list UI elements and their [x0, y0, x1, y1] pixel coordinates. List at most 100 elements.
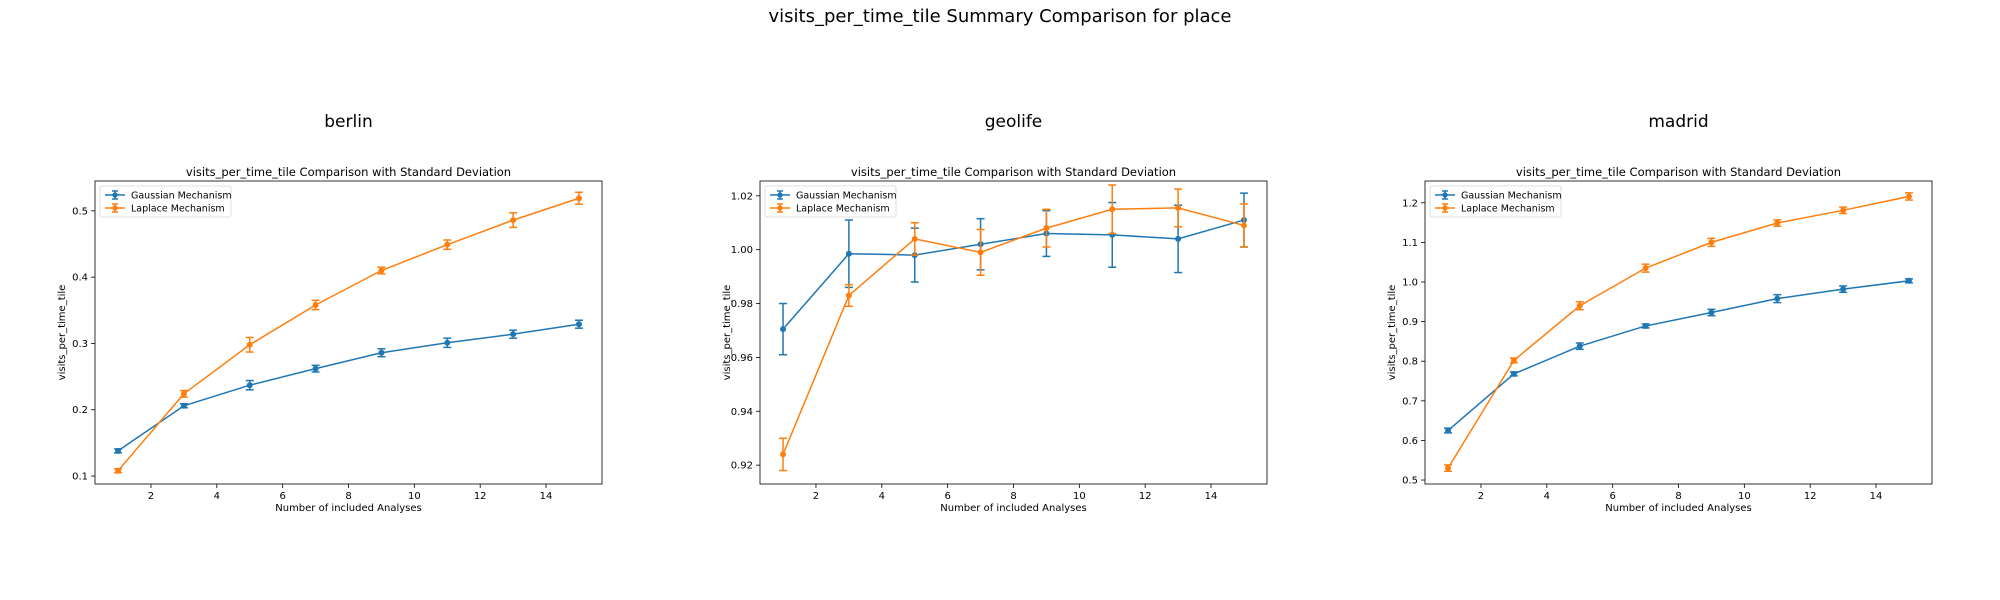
- y-tick-label: 1.2: [1402, 198, 1418, 209]
- series-line: [782, 219, 1245, 330]
- data-point: [312, 365, 319, 372]
- x-axis-label: Number of included Analyses: [940, 503, 1087, 514]
- data-point: [1510, 370, 1517, 377]
- series-gaussian: [1444, 277, 1913, 434]
- series-gaussian: [114, 319, 583, 454]
- series-line: [782, 207, 1245, 455]
- x-tick-label: 4: [879, 491, 885, 502]
- x-tick-label: 8: [1675, 491, 1681, 502]
- y-tick-label: 0.98: [731, 299, 753, 310]
- x-tick-label: 12: [474, 491, 487, 502]
- data-point: [378, 349, 385, 356]
- legend-box: [99, 185, 232, 218]
- data-point: [1175, 235, 1182, 242]
- legend-item-laplace: Laplace Mechanism: [105, 203, 225, 215]
- x-tick-label: 6: [1609, 491, 1615, 502]
- series-laplace: [1444, 192, 1913, 473]
- data-point: [444, 241, 451, 248]
- data-point: [115, 447, 122, 454]
- legend-swatch-marker: [777, 192, 783, 198]
- legend-item-laplace: Laplace Mechanism: [770, 203, 890, 215]
- legend-item-gaussian: Gaussian Mechanism: [770, 190, 897, 202]
- data-point: [1840, 207, 1847, 214]
- y-axis-label: visits_per_time_tile: [1387, 285, 1398, 381]
- figure-title: visits_per_time_tile Summary Comparison …: [768, 6, 1232, 27]
- chart-title: visits_per_time_tile Comparison with Sta…: [1516, 165, 1841, 179]
- data-point: [780, 451, 787, 458]
- data-point: [1445, 465, 1452, 472]
- x-tick-label: 10: [1073, 491, 1086, 502]
- chart-title: visits_per_time_tile Comparison with Sta…: [851, 165, 1176, 179]
- x-tick-label: 8: [1010, 491, 1016, 502]
- y-axis-label: visits_per_time_tile: [57, 285, 68, 381]
- legend-item-gaussian: Gaussian Mechanism: [105, 190, 232, 202]
- x-tick-label: 14: [540, 491, 553, 502]
- data-point: [246, 341, 253, 348]
- data-point: [1043, 225, 1050, 232]
- x-tick-label: 8: [345, 491, 351, 502]
- data-point: [180, 390, 187, 397]
- data-point: [246, 382, 253, 389]
- legend-label: Gaussian Mechanism: [1461, 191, 1562, 202]
- data-point: [1109, 206, 1116, 213]
- legend-item-laplace: Laplace Mechanism: [1435, 203, 1555, 215]
- data-point: [1840, 286, 1847, 293]
- y-tick-label: 0.9: [1402, 317, 1418, 328]
- data-point: [444, 339, 451, 346]
- y-tick-label: 0.5: [1402, 476, 1418, 487]
- data-point: [845, 250, 852, 257]
- chart-panel-berlin: berlin visits_per_time_tile Comparison wi…: [57, 112, 603, 514]
- plot-frame: [1424, 180, 1933, 485]
- series-laplace: [114, 191, 583, 474]
- legend-label: Laplace Mechanism: [796, 204, 890, 215]
- data-point: [845, 292, 852, 299]
- panel-heading: berlin: [324, 112, 372, 132]
- data-point: [510, 331, 517, 338]
- y-tick-label: 0.7: [1402, 396, 1418, 407]
- data-point: [1642, 265, 1649, 272]
- x-tick-label: 10: [1738, 491, 1751, 502]
- y-tick-label: 0.94: [731, 407, 753, 418]
- x-tick-label: 2: [813, 491, 819, 502]
- data-point: [977, 249, 984, 256]
- data-point: [575, 195, 582, 202]
- x-axis-label: Number of included Analyses: [1605, 503, 1752, 514]
- legend-swatch-marker: [1442, 205, 1448, 211]
- data-point: [1576, 302, 1583, 309]
- y-tick-label: 0.8: [1402, 357, 1418, 368]
- series-line: [1447, 195, 1910, 469]
- x-tick-label: 6: [944, 491, 950, 502]
- legend-box: [1429, 185, 1562, 218]
- plot-frame: [759, 180, 1268, 485]
- y-tick-label: 0.6: [1402, 436, 1418, 447]
- data-point: [1774, 295, 1781, 302]
- legend-swatch-marker: [777, 205, 783, 211]
- data-point: [1510, 357, 1517, 364]
- data-point: [510, 217, 517, 224]
- legend-label: Gaussian Mechanism: [131, 191, 232, 202]
- x-tick-label: 12: [1804, 491, 1817, 502]
- legend: Gaussian Mechanism Laplace Mechanism: [99, 185, 232, 218]
- panel-heading: geolife: [985, 112, 1043, 132]
- data-point: [575, 321, 582, 328]
- series-line: [117, 323, 580, 452]
- legend-box: [764, 185, 897, 218]
- x-tick-label: 10: [408, 491, 421, 502]
- legend-label: Laplace Mechanism: [1461, 204, 1555, 215]
- x-axis-label: Number of included Analyses: [275, 503, 422, 514]
- panel-heading: madrid: [1648, 112, 1708, 132]
- legend-label: Laplace Mechanism: [131, 204, 225, 215]
- data-point: [180, 402, 187, 409]
- data-point: [378, 267, 385, 274]
- x-tick-label: 14: [1205, 491, 1218, 502]
- data-point: [780, 326, 787, 333]
- legend-label: Gaussian Mechanism: [796, 191, 897, 202]
- legend: Gaussian Mechanism Laplace Mechanism: [764, 185, 897, 218]
- legend: Gaussian Mechanism Laplace Mechanism: [1429, 185, 1562, 218]
- data-point: [1642, 322, 1649, 329]
- x-tick-label: 4: [1544, 491, 1550, 502]
- y-tick-label: 0.4: [72, 273, 88, 284]
- data-point: [312, 301, 319, 308]
- x-tick-label: 12: [1139, 491, 1152, 502]
- x-tick-label: 4: [214, 491, 220, 502]
